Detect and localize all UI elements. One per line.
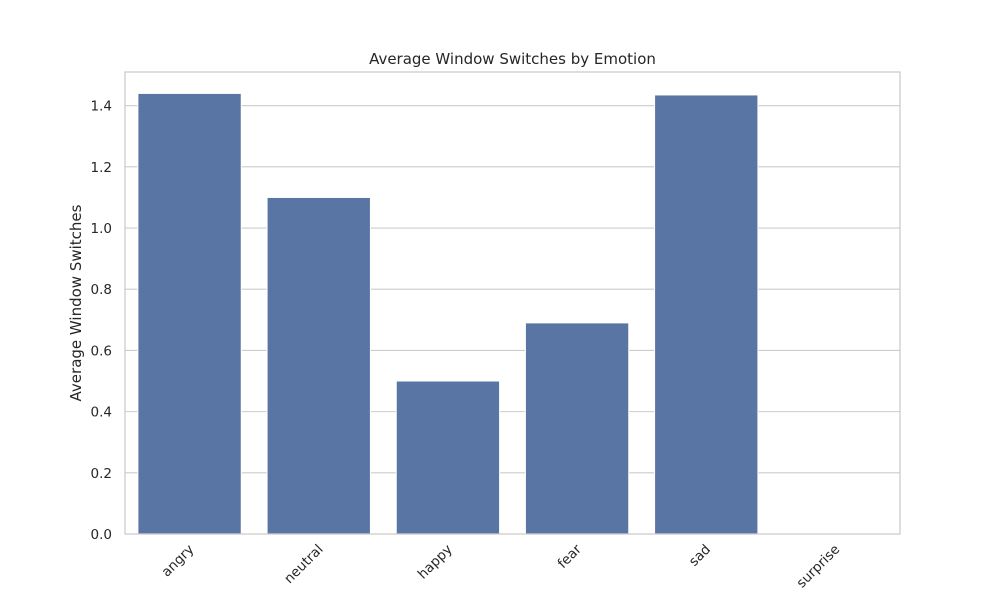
x-tick-label: sad bbox=[686, 542, 714, 570]
y-tick-label: 0.2 bbox=[91, 466, 112, 482]
x-tick-label: fear bbox=[555, 541, 586, 572]
bar-sad bbox=[654, 94, 759, 535]
grid-lines bbox=[125, 105, 900, 535]
bar-neutral bbox=[266, 196, 371, 535]
y-axis-label: Average Window Switches bbox=[67, 204, 85, 401]
bar-happy bbox=[395, 380, 501, 535]
x-tick-labels: angry neutral happy fear sad surprise bbox=[159, 541, 844, 591]
x-tick-label: happy bbox=[415, 542, 456, 583]
plot-frame bbox=[124, 71, 901, 535]
y-tick-label: 0.4 bbox=[91, 405, 112, 421]
y-tick-label: 0.8 bbox=[91, 282, 112, 298]
y-tick-label: 0.6 bbox=[91, 343, 112, 359]
y-tick-label: 1.2 bbox=[91, 160, 112, 176]
x-tick-label: neutral bbox=[281, 542, 326, 587]
x-tick-label: angry bbox=[159, 542, 198, 581]
bar-fear bbox=[524, 322, 630, 535]
bar-angry bbox=[137, 92, 242, 535]
bars bbox=[137, 92, 759, 535]
y-tick-label: 1.4 bbox=[91, 99, 112, 115]
y-tick-label: 1.0 bbox=[91, 221, 112, 237]
y-tick-labels: 0.0 0.2 0.4 0.6 0.8 1.0 1.2 1.4 bbox=[91, 99, 112, 543]
x-tick-label: surprise bbox=[793, 542, 843, 592]
y-tick-label: 0.0 bbox=[91, 527, 112, 543]
chart-title: Average Window Switches by Emotion bbox=[369, 50, 656, 68]
